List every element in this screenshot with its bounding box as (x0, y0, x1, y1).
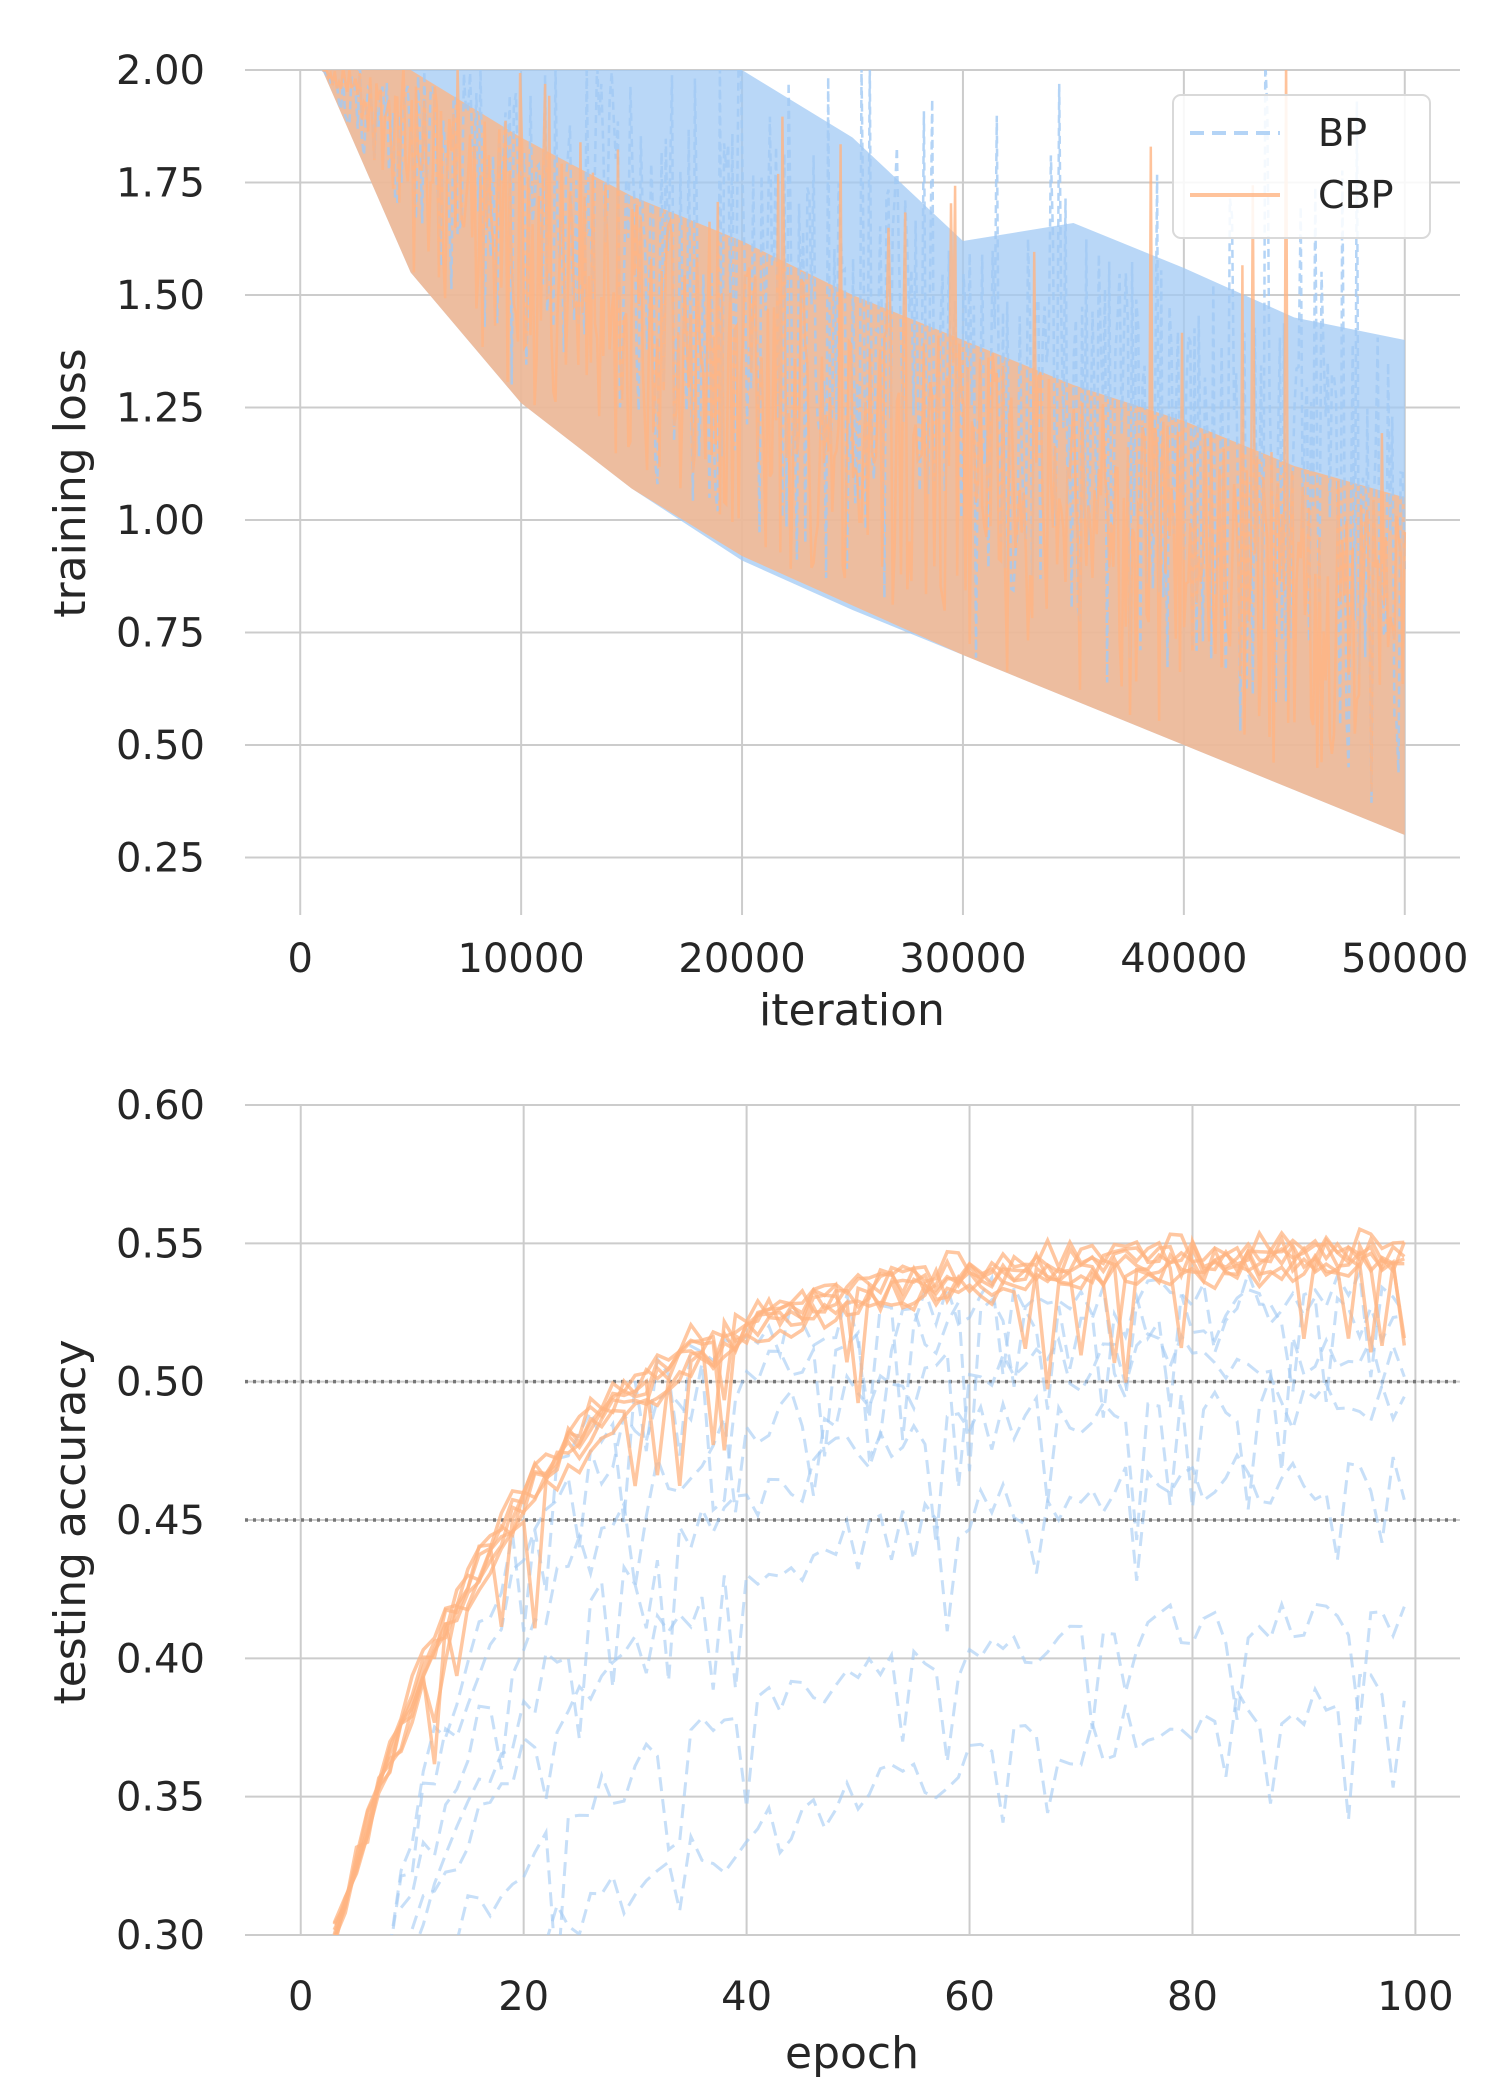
accuracy-y-tick-label: 0.30 (116, 1913, 205, 1959)
legend-box (1172, 94, 1431, 239)
accuracy-x-tick-label: 40 (721, 1974, 772, 2020)
accuracy-series-line-cbp-run-7 (333, 1241, 1406, 1935)
accuracy-series-line-bp-run-2 (390, 1287, 1405, 1935)
accuracy-series-line-bp-run-3 (399, 1332, 1406, 1909)
accuracy-y-tick-label: 0.40 (116, 1636, 205, 1682)
loss-series-lines (321, 70, 1407, 803)
loss-x-tick-label: 0 (288, 936, 313, 982)
accuracy-y-tick-label: 0.50 (116, 1360, 205, 1406)
accuracy-x-tick-labels: 0 20 40 60 80 100 (288, 1974, 1454, 2020)
accuracy-x-tick-label: 100 (1377, 1974, 1453, 2020)
loss-y-tick-label: 0.75 (116, 611, 205, 657)
legend-cbp-label: CBP (1318, 173, 1394, 217)
loss-x-tick-labels: 0 10000 20000 30000 40000 50000 (288, 936, 1469, 982)
accuracy-series-line-bp-run-6 (456, 1599, 1406, 1935)
accuracy-series-line-bp-run-5 (410, 1452, 1406, 1930)
loss-x-tick-label: 50000 (1341, 936, 1468, 982)
loss-y-tick-label: 0.50 (116, 723, 205, 769)
accuracy-y-tick-label: 0.55 (116, 1221, 205, 1267)
accuracy-y-tick-label: 0.60 (116, 1083, 205, 1129)
loss-y-tick-label: 1.75 (116, 161, 205, 207)
accuracy-y-tick-labels: 0.30 0.35 0.40 0.45 0.50 0.55 0.60 (116, 1083, 205, 1959)
loss-y-tick-label: 0.25 (116, 836, 205, 882)
loss-y-tick-label: 1.50 (116, 273, 205, 319)
loss-x-tick-label: 10000 (458, 936, 585, 982)
accuracy-series-line-bp-run-7 (546, 1673, 1406, 1935)
loss-x-axis-label: iteration (759, 985, 945, 1036)
loss-y-tick-label: 1.00 (116, 498, 205, 544)
accuracy-x-tick-label: 0 (288, 1974, 313, 2020)
loss-y-axis-label: training loss (45, 348, 96, 617)
loss-x-tick-label: 40000 (1120, 936, 1247, 982)
accuracy-series-lines (332, 1226, 1407, 1935)
accuracy-x-tick-label: 60 (944, 1974, 995, 2020)
accuracy-x-tick-label: 80 (1167, 1974, 1218, 2020)
accuracy-chart: 0 20 40 60 80 100 0.30 0.35 0.40 0.45 0.50 0.55 0.6… (45, 1083, 1460, 2079)
accuracy-reference-lines (245, 1379, 1460, 1522)
accuracy-x-tick-label: 20 (498, 1974, 549, 2020)
accuracy-series-line-bp-run-4 (417, 1372, 1406, 1935)
accuracy-series-line-cbp-run-5 (332, 1234, 1407, 1935)
loss-y-tick-label: 1.25 (116, 386, 205, 432)
loss-x-tick-label: 30000 (899, 936, 1026, 982)
accuracy-x-axis-label: epoch (785, 2028, 919, 2079)
accuracy-y-axis-label: testing accuracy (45, 1339, 96, 1704)
loss-x-tick-label: 20000 (678, 936, 805, 982)
accuracy-y-tick-label: 0.35 (116, 1775, 205, 1821)
accuracy-y-tick-label: 0.45 (116, 1498, 205, 1544)
loss-series-line-cbp (321, 70, 1407, 792)
loss-y-tick-label: 2.00 (116, 48, 205, 94)
legend: BP CBP (1172, 94, 1431, 239)
legend-bp-label: BP (1318, 111, 1367, 155)
loss-chart: 0 10000 20000 30000 40000 50000 0.25 0.50 0.75 1… (45, 48, 1468, 1036)
loss-y-tick-labels: 0.25 0.50 0.75 1.00 1.25 1.50 1.75 2.00 (116, 48, 205, 882)
